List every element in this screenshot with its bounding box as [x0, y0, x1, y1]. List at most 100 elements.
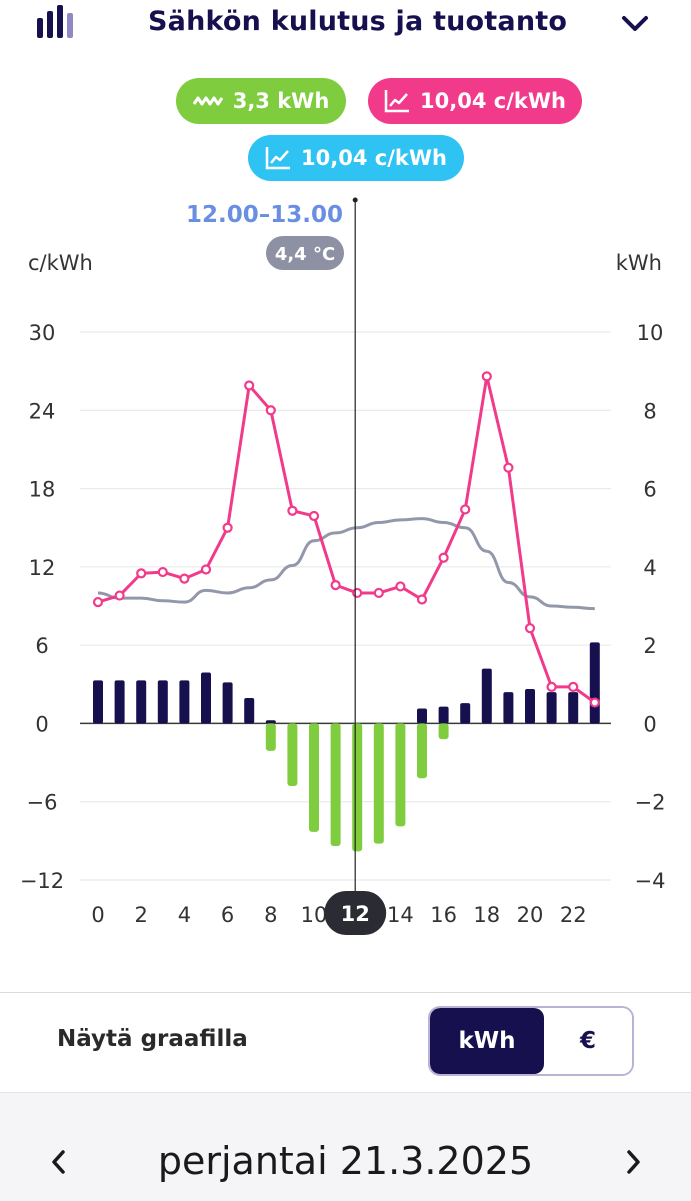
left-tick-label: 18: [29, 478, 56, 502]
line-chart-icon: [384, 90, 410, 113]
page-title: Sähkön kulutus ja tuotanto: [148, 6, 568, 37]
consumption-bar[interactable]: [179, 680, 190, 724]
consumption-bar[interactable]: [546, 692, 557, 724]
spot-price-point[interactable]: [395, 581, 406, 592]
consumption-bar[interactable]: [114, 680, 125, 724]
cursor-dot: [352, 197, 358, 203]
selected-date: perjantai 21.3.2025: [157, 1139, 534, 1183]
left-tick-label: 0: [35, 712, 48, 736]
x-tick-label: 20: [517, 903, 544, 927]
production-bar[interactable]: [395, 723, 406, 827]
consumption-bar[interactable]: [503, 692, 514, 724]
production-bar[interactable]: [352, 723, 363, 852]
right-tick-label: 8: [643, 399, 656, 423]
spot-price-point[interactable]: [503, 462, 514, 473]
consumption-bar[interactable]: [265, 720, 276, 724]
left-tick-label: 6: [35, 634, 48, 658]
consumption-bar[interactable]: [136, 680, 147, 724]
spot-price-point[interactable]: [568, 681, 579, 692]
unit-eur-button[interactable]: €: [544, 1008, 632, 1074]
spot-price-point[interactable]: [589, 697, 600, 708]
x-tick-label: 22: [560, 903, 587, 927]
unit-toggle[interactable]: kWh €: [428, 1006, 634, 1076]
spot-price-badge: 10,04 c/kWh: [368, 78, 582, 124]
production-bar[interactable]: [309, 723, 319, 832]
selected-time-range: 12.00–13.00: [186, 202, 343, 228]
left-tick-label: −6: [27, 791, 58, 815]
chevron-down-icon[interactable]: [620, 12, 650, 36]
temperature-badge: [266, 236, 344, 270]
chevron-right-icon[interactable]: [622, 1145, 646, 1179]
spot-price-point[interactable]: [546, 681, 557, 692]
x-tick-label: 10: [301, 903, 328, 927]
spot-price-point[interactable]: [265, 405, 276, 416]
right-tick-label: 4: [643, 556, 656, 580]
line-chart-icon: [265, 147, 291, 170]
selected-hour-label: 12: [341, 902, 370, 926]
temperature-line: [97, 517, 595, 611]
temperature-value: 4,4 °C: [275, 244, 335, 265]
right-axis-label: kWh: [616, 251, 662, 275]
spot-price-point[interactable]: [179, 573, 190, 584]
spot-price-point[interactable]: [308, 510, 320, 522]
spot-price-point[interactable]: [373, 587, 384, 599]
consumption-bar[interactable]: [201, 672, 211, 724]
spot-price-point[interactable]: [416, 594, 428, 605]
spot-price-point[interactable]: [244, 380, 255, 391]
right-tick-label: 6: [643, 478, 656, 502]
left-tick-label: −12: [20, 869, 64, 893]
chevron-left-icon[interactable]: [46, 1145, 70, 1179]
x-tick-label: 4: [178, 903, 191, 927]
consumption-bar[interactable]: [589, 642, 600, 724]
production-bar[interactable]: [330, 723, 341, 846]
consumption-bar[interactable]: [222, 682, 233, 724]
spot-price-point[interactable]: [200, 564, 212, 575]
x-tick-label: 8: [264, 903, 277, 927]
production-bar[interactable]: [287, 723, 298, 787]
production-value: 3,3 kWh: [232, 89, 330, 113]
unit-kwh-button[interactable]: kWh: [430, 1008, 544, 1074]
left-axis-label: c/kWh: [28, 251, 93, 275]
left-tick-label: 24: [29, 399, 56, 423]
spot-price-point[interactable]: [330, 580, 341, 591]
zigzag-icon: [192, 96, 223, 106]
x-tick-label: 0: [91, 903, 104, 927]
bar-chart-icon[interactable]: [36, 4, 76, 38]
consumption-bar[interactable]: [438, 706, 449, 724]
right-tick-label: −2: [635, 791, 666, 815]
consumption-bar[interactable]: [460, 703, 471, 724]
x-tick-label: 6: [221, 903, 234, 927]
selected-hour-chip[interactable]: [324, 891, 387, 935]
spot-price-point[interactable]: [92, 596, 104, 608]
consumption-bar[interactable]: [93, 680, 103, 724]
production-bar[interactable]: [417, 723, 427, 779]
spot-price-point[interactable]: [438, 552, 449, 563]
spot-price-point[interactable]: [114, 590, 125, 601]
right-tick-label: 2: [643, 634, 656, 658]
production-bar[interactable]: [438, 723, 449, 740]
production-bar[interactable]: [373, 723, 384, 844]
consumption-bar[interactable]: [417, 708, 427, 724]
left-tick-label: 12: [29, 556, 56, 580]
spot-price-point[interactable]: [157, 566, 168, 578]
chart-unit-label: Näytä graafilla: [57, 1026, 248, 1052]
consumption-bar[interactable]: [568, 692, 579, 724]
spot-price-point[interactable]: [287, 505, 298, 516]
spot-price-point[interactable]: [524, 623, 536, 634]
consumption-bar[interactable]: [525, 688, 535, 724]
consumption-bar[interactable]: [481, 668, 492, 724]
spot-price-point[interactable]: [136, 568, 147, 579]
spot-price-point[interactable]: [460, 504, 471, 515]
production-bar[interactable]: [265, 723, 276, 751]
consumption-bar[interactable]: [157, 680, 168, 724]
spot-price-point[interactable]: [352, 587, 363, 599]
x-tick-label: 18: [473, 903, 500, 927]
left-tick-label: 30: [29, 321, 56, 345]
spot-price-point[interactable]: [222, 522, 233, 533]
date-navigation: perjantai 21.3.2025: [0, 1092, 691, 1201]
consumption-bar[interactable]: [244, 697, 255, 724]
right-tick-label: 0: [643, 712, 656, 736]
spot-price-point[interactable]: [481, 371, 492, 382]
right-tick-label: 10: [637, 321, 664, 345]
